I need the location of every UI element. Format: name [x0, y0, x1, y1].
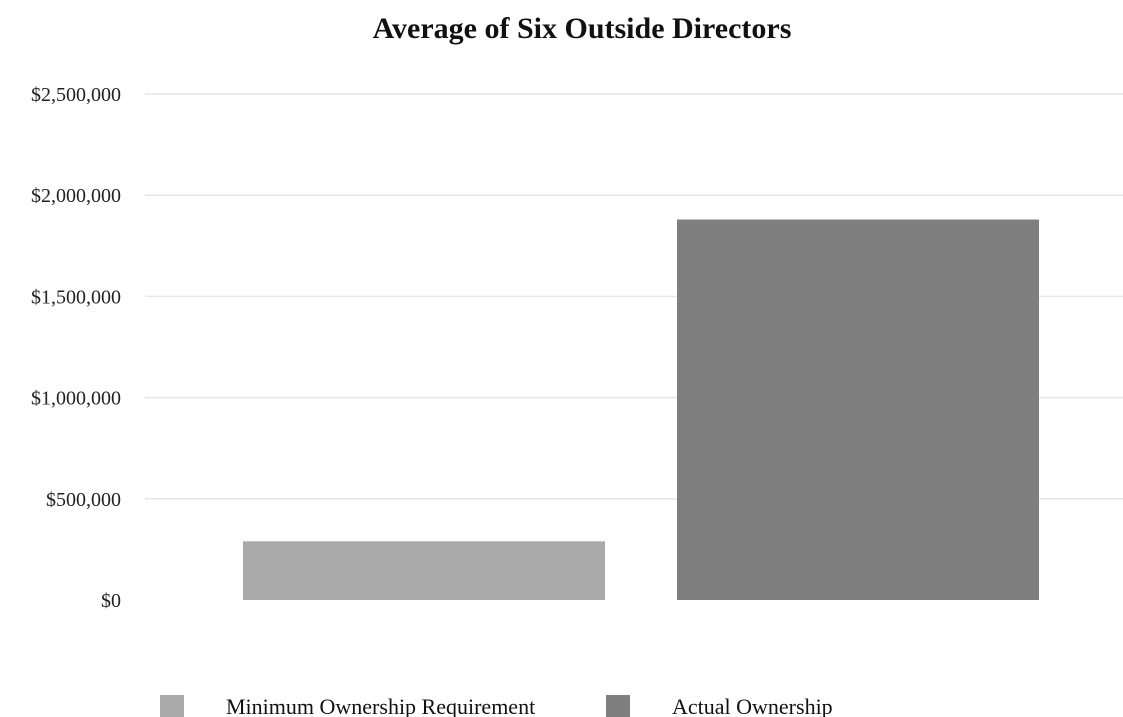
bars: [243, 219, 1039, 600]
y-tick-label: $1,000,000: [31, 388, 121, 410]
y-tick-label: $2,000,000: [31, 185, 121, 207]
bar: [677, 219, 1039, 600]
y-tick-label: $500,000: [46, 489, 121, 511]
y-tick-label: $2,500,000: [31, 84, 121, 106]
bar: [243, 541, 605, 600]
legend-swatch: [606, 695, 630, 717]
legend-label: Minimum Ownership Requirement: [226, 694, 535, 717]
legend-swatch: [160, 695, 184, 717]
y-tick-label: $0: [101, 590, 121, 612]
y-tick-label: $1,500,000: [31, 286, 121, 308]
legend: Minimum Ownership Requirement Actual Owne…: [160, 694, 833, 717]
y-axis-tick-labels: $0 $500,000 $1,000,000 $1,500,000 $2,000,000…: [31, 84, 121, 612]
chart-title: Average of Six Outside Directors: [373, 12, 792, 45]
legend-label: Actual Ownership: [672, 694, 833, 717]
